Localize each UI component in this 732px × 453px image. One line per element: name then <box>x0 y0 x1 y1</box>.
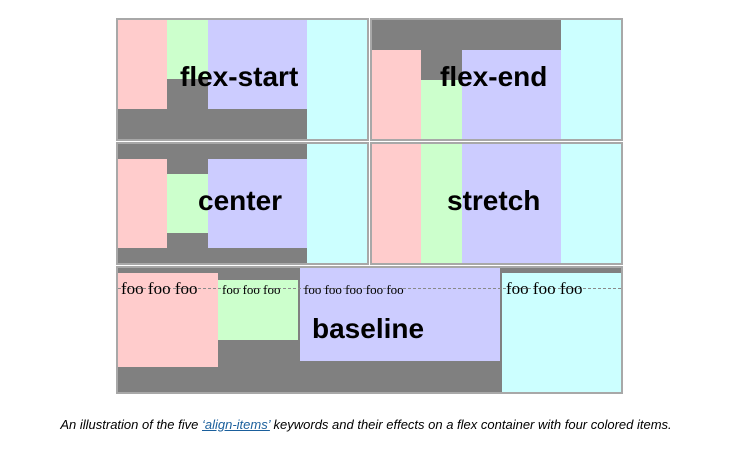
flex-start-panel: flex-start <box>116 18 369 141</box>
flex-item-3 <box>300 268 500 361</box>
caption-text-end: keywords and their effects on a flex con… <box>269 417 672 432</box>
flex-item-2 <box>167 20 208 79</box>
flex-item-4 <box>561 144 621 263</box>
flex-item-3 <box>462 144 561 263</box>
baseline-guide-line <box>118 288 621 289</box>
stretch-panel: stretch <box>370 142 623 265</box>
figure-caption: An illustration of the five ‘align-items… <box>0 417 732 432</box>
align-items-link[interactable]: ‘align-items’ <box>201 417 270 432</box>
baseline-text-1: foo foo foo <box>121 279 198 298</box>
flex-item-4 <box>307 144 367 263</box>
baseline-label: baseline <box>312 313 425 344</box>
flex-item-3 <box>208 20 307 109</box>
flex-item-4 <box>307 20 367 139</box>
caption-text-start: An illustration of the five <box>60 417 202 432</box>
flex-item-1 <box>372 144 421 263</box>
flex-start-label: flex-start <box>180 61 299 92</box>
flex-item-1 <box>118 20 167 109</box>
flex-end-label: flex-end <box>440 61 548 92</box>
flex-item-3 <box>462 50 561 139</box>
flex-item-2 <box>167 174 208 233</box>
baseline-text-3: foo foo foo foo foo <box>304 282 404 297</box>
baseline-panel: foo foo foo foo foo foo foo foo foo foo … <box>116 266 623 394</box>
flex-item-2 <box>218 280 298 340</box>
center-panel: center <box>116 142 369 265</box>
flex-end-panel: flex-end <box>370 18 623 141</box>
flex-item-4 <box>561 20 621 139</box>
baseline-text-4: foo foo foo <box>506 279 583 298</box>
flex-item-1 <box>372 50 421 139</box>
baseline-text-2: foo foo foo <box>222 282 281 297</box>
flex-item-4 <box>502 273 621 392</box>
flex-item-2 <box>421 80 462 139</box>
flex-item-1 <box>118 159 167 248</box>
center-label: center <box>198 185 283 216</box>
stretch-label: stretch <box>447 185 541 216</box>
flex-item-2 <box>421 144 462 263</box>
flex-item-3 <box>208 159 307 248</box>
